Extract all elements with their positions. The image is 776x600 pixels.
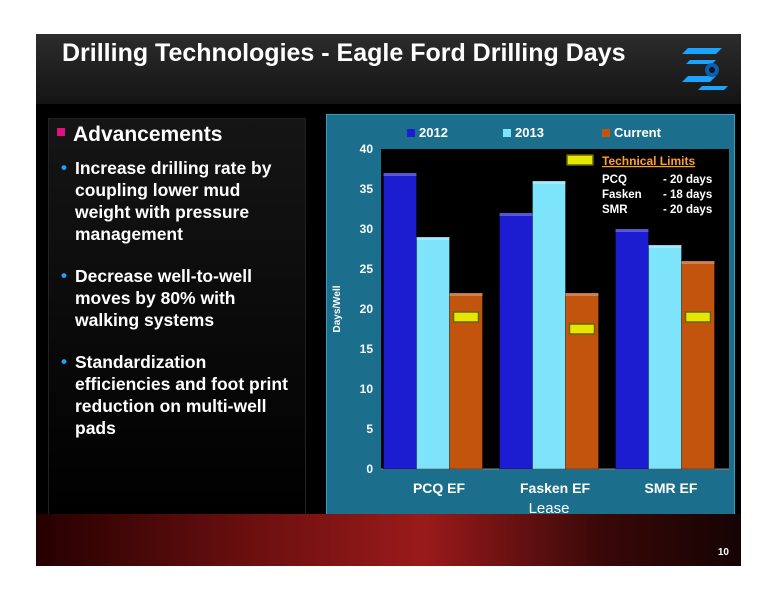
x-axis-label: Lease: [529, 500, 570, 517]
y-tick-label: 20: [360, 302, 374, 316]
technical-limit-value: - 20 days: [663, 174, 712, 186]
bullet-text: Standardization efficiencies and foot pr…: [75, 352, 288, 438]
bar-highlight: [449, 293, 483, 296]
bullet-text: Increase drilling rate by coupling lower…: [75, 158, 272, 244]
bar-current-2: [681, 260, 715, 470]
y-tick-label: 0: [366, 462, 373, 476]
technical-limit-marker: [568, 323, 596, 335]
bar-2013-1: [532, 180, 566, 470]
bar-highlight: [648, 245, 682, 248]
bullet-text: Decrease well-to-well moves by 80% with …: [75, 266, 253, 330]
legend-label: 2012: [419, 125, 448, 140]
legend-swatch: [503, 129, 511, 137]
y-tick-label: 25: [360, 262, 374, 276]
legend-swatch: [407, 129, 415, 137]
bar-current-1: [565, 292, 599, 470]
y-axis-label: Days/Well: [332, 285, 343, 332]
technical-limit-marker: [452, 311, 480, 323]
page-number: 10: [717, 547, 729, 558]
square-bullet-icon: [57, 128, 65, 136]
bar-highlight: [565, 293, 599, 296]
technical-limits-title: Technical Limits: [602, 154, 695, 168]
slide: Drilling Technologies - Eagle Ford Drill…: [36, 34, 741, 566]
technical-limit-value: - 20 days: [663, 204, 712, 216]
y-tick-label: 15: [360, 342, 374, 356]
y-tick-label: 5: [366, 422, 373, 436]
y-tick-label: 10: [360, 382, 374, 396]
advancements-heading-text: Advancements: [73, 123, 223, 146]
bottom-decoration: [36, 514, 741, 566]
legend-label: 2013: [515, 125, 544, 140]
bar-highlight: [681, 261, 715, 264]
bar-2013-0: [416, 236, 450, 470]
bar-2012-1: [499, 212, 533, 470]
x-tick-label: SMR EF: [645, 480, 698, 496]
bullet-item: • Increase drilling rate by coupling low…: [61, 157, 297, 245]
technical-limit-legend-marker: [566, 154, 594, 166]
x-tick-label: PCQ EF: [413, 480, 466, 496]
technical-limit-name: Fasken: [602, 189, 642, 201]
bar-highlight: [383, 173, 417, 176]
bar-2012-0: [383, 172, 417, 470]
x-tick-label: Fasken EF: [520, 480, 590, 496]
chart-panel: 0 5 10 15 20 25 30 35 40 Days/Well PCQ EF Fasken EF…: [326, 114, 735, 522]
technical-limit-value: - 18 days: [663, 189, 712, 201]
y-tick-label: 35: [360, 182, 374, 196]
company-logo-icon: [682, 48, 728, 90]
legend-label: Current: [614, 125, 662, 140]
y-tick-label: 40: [360, 142, 374, 156]
title-bar: Drilling Technologies - Eagle Ford Drill…: [36, 34, 741, 104]
y-tick-label: 30: [360, 222, 374, 236]
drilling-days-chart: 0 5 10 15 20 25 30 35 40 Days/Well PCQ EF Fasken EF…: [332, 125, 729, 517]
bullet-dot-icon: •: [61, 158, 67, 177]
bullet-dot-icon: •: [61, 352, 67, 371]
advancements-heading: Advancements: [57, 123, 222, 147]
bar-highlight: [532, 181, 566, 184]
bullet-dot-icon: •: [61, 266, 67, 285]
technical-limit-marker: [684, 311, 712, 323]
bar-2013-2: [648, 244, 682, 470]
bar-2012-2: [615, 228, 649, 470]
bar-highlight: [499, 213, 533, 216]
bar-highlight: [416, 237, 450, 240]
slide-title: Drilling Technologies - Eagle Ford Drill…: [62, 39, 626, 67]
technical-limit-name: PCQ: [602, 174, 627, 186]
bullet-item: • Standardization efficiencies and foot …: [61, 351, 297, 439]
advancements-panel: Advancements • Increase drilling rate by…: [48, 118, 306, 518]
bullet-item: • Decrease well-to-well moves by 80% wit…: [61, 265, 297, 331]
technical-limit-name: SMR: [602, 204, 628, 216]
legend-swatch: [602, 129, 610, 137]
bar-highlight: [615, 229, 649, 232]
